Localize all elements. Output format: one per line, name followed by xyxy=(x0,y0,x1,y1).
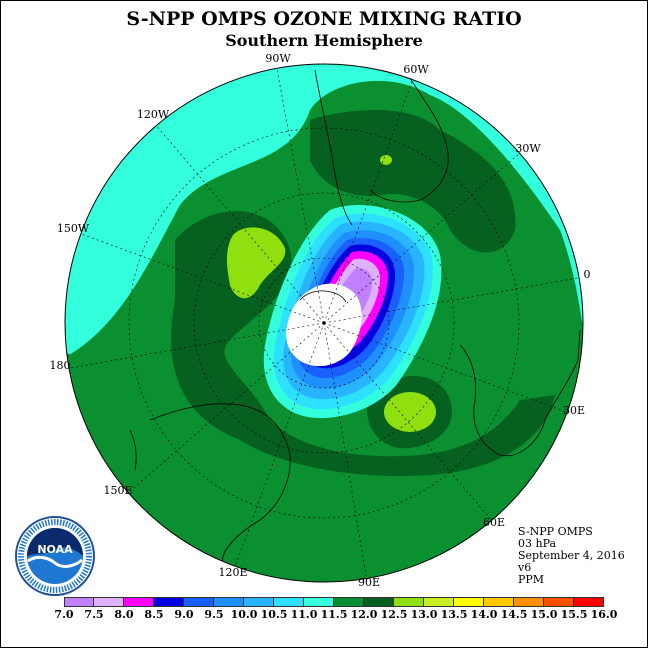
band-12-5 xyxy=(226,227,286,299)
map-title: S-NPP OMPS OZONE MIXING RATIO xyxy=(126,8,522,30)
legend-tick-label: 11.0 xyxy=(290,608,318,621)
legend-swatch xyxy=(454,597,484,607)
legend-swatch xyxy=(304,597,334,607)
legend-tick-label: 9.0 xyxy=(174,608,194,621)
polar-night-missing xyxy=(286,283,362,367)
legend-swatch xyxy=(124,597,154,607)
lon-label-30w: 30W xyxy=(515,142,541,155)
legend-tick-label: 16.0 xyxy=(590,608,618,621)
band-12-0 xyxy=(171,211,555,476)
color-legend xyxy=(64,597,604,607)
south-america-outline xyxy=(314,69,353,226)
antarctica-outline xyxy=(299,290,347,303)
legend-tick-label: 13.5 xyxy=(440,608,468,621)
lon-label-60w: 60W xyxy=(403,63,429,76)
lon-label-120e: 120E xyxy=(218,566,247,579)
legend-tick-label: 12.5 xyxy=(380,608,408,621)
info-version: v6 xyxy=(518,561,532,574)
legend-tick-label: 8.0 xyxy=(114,608,134,621)
legend-tick-label: 10.0 xyxy=(230,608,258,621)
map-boundary xyxy=(64,63,584,583)
legend-tick-label: 11.5 xyxy=(320,608,348,621)
legend-swatch xyxy=(544,597,574,607)
info-level: 03 hPa xyxy=(518,537,557,550)
legend-swatch xyxy=(154,597,184,607)
legend-tick-label: 9.5 xyxy=(204,608,224,621)
legend-tick-label: 14.0 xyxy=(470,608,498,621)
legend-swatch xyxy=(574,597,604,607)
info-block: S-NPP OMPS 03 hPa September 4, 2016 v6 P… xyxy=(518,526,625,586)
africa-outline xyxy=(459,329,581,457)
info-date: September 4, 2016 xyxy=(518,549,625,562)
lon-label-150w: 150W xyxy=(57,222,90,235)
legend-swatch xyxy=(514,597,544,607)
legend-swatch xyxy=(214,597,244,607)
legend-swatch xyxy=(94,597,124,607)
legend-tick-label: 13.0 xyxy=(410,608,438,621)
lon-label-150e: 150E xyxy=(103,484,132,497)
legend-swatch xyxy=(274,597,304,607)
legend-tick-label: 10.5 xyxy=(260,608,288,621)
australia-outline xyxy=(149,403,291,571)
info-instrument: S-NPP OMPS xyxy=(518,525,593,538)
legend-swatch xyxy=(484,597,514,607)
ozone-field xyxy=(65,64,583,582)
noaa-logo: NOAA xyxy=(15,516,95,596)
legend-swatch xyxy=(64,597,94,607)
lon-label-120w: 120W xyxy=(137,108,170,121)
legend-tick-label: 7.5 xyxy=(84,608,104,621)
legend-tick-labels: 7.0 7.5 8.0 8.5 9.0 9.5 10.0 10.5 11.0 11.5 12.0 12… xyxy=(54,608,617,622)
lon-label-90e: 90E xyxy=(358,576,380,589)
legend-swatch xyxy=(394,597,424,607)
legend-tick-label: 15.0 xyxy=(530,608,558,621)
legend-tick-label: 7.0 xyxy=(54,608,74,621)
lon-label-60e: 60E xyxy=(483,516,505,529)
legend-tick-label: 12.0 xyxy=(350,608,378,621)
map-subtitle: Southern Hemisphere xyxy=(225,31,423,50)
noaa-logo-text: NOAA xyxy=(37,543,73,556)
lon-label-0: 0 xyxy=(584,268,591,281)
graticule xyxy=(65,64,583,582)
legend-swatch xyxy=(364,597,394,607)
legend-swatch xyxy=(244,597,274,607)
legend-tick-label: 14.5 xyxy=(500,608,528,621)
longitude-labels: 90W 60W 30W 0 30E 60E 90E 120E 150E 180 … xyxy=(50,52,591,589)
legend-tick-label: 8.5 xyxy=(144,608,164,621)
lon-label-30e: 30E xyxy=(563,404,585,417)
lon-label-90w: 90W xyxy=(265,52,291,65)
lon-label-180: 180 xyxy=(50,359,71,372)
legend-swatch xyxy=(184,597,214,607)
legend-swatch xyxy=(334,597,364,607)
info-units: PPM xyxy=(518,573,545,586)
legend-tick-label: 15.5 xyxy=(560,608,588,621)
legend-swatch xyxy=(424,597,454,607)
